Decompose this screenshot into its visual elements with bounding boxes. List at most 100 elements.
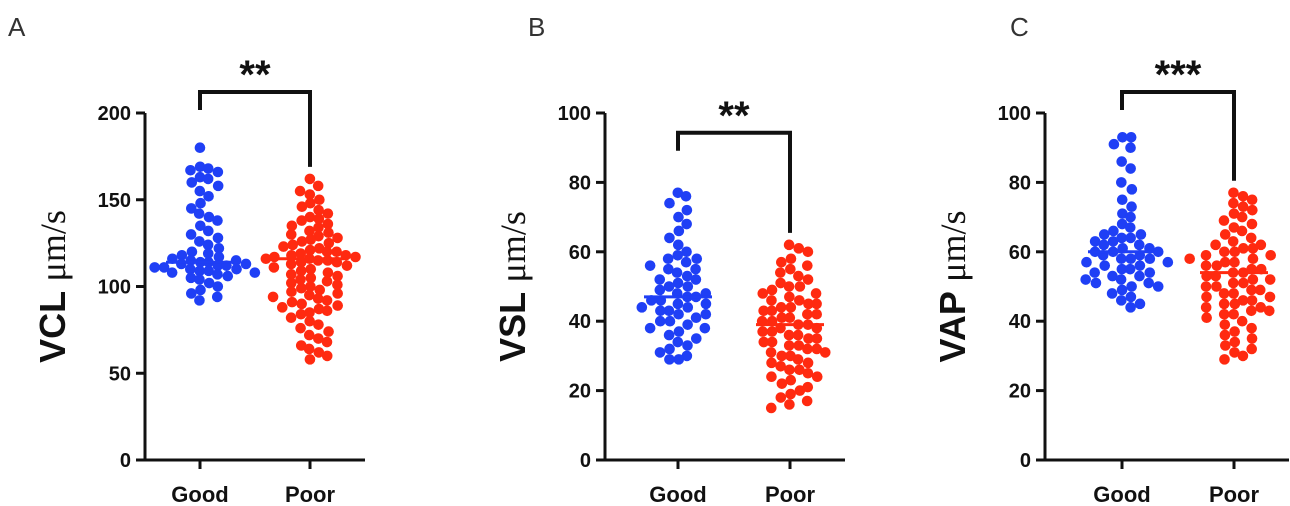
data-point-poor [312, 255, 324, 266]
data-point-good [655, 305, 666, 317]
data-point-good [185, 272, 197, 284]
data-point-poor [1237, 295, 1249, 306]
data-point-poor [313, 204, 324, 216]
y-axis-label-main: VAP [932, 282, 973, 363]
data-point-good [1116, 177, 1127, 188]
panel-letter: B [528, 12, 545, 42]
data-point-poor [314, 284, 326, 296]
data-point-poor [304, 173, 316, 185]
data-point-poor [1247, 204, 1258, 216]
data-point-poor [278, 241, 289, 252]
data-point-good [1116, 194, 1128, 206]
data-point-good [1125, 302, 1136, 313]
data-point-good [691, 333, 702, 344]
data-point-poor [304, 289, 315, 301]
data-point-poor [785, 253, 797, 265]
data-point-good [212, 166, 224, 178]
y-tick-label: 40 [569, 311, 591, 333]
data-point-good [185, 229, 197, 240]
data-point-poor [811, 371, 823, 383]
data-point-poor [285, 312, 297, 324]
data-point-good [1090, 277, 1102, 289]
data-point-good [1108, 225, 1119, 237]
data-point-poor [323, 326, 334, 337]
data-point-poor [776, 312, 788, 324]
significance-label: ** [239, 53, 271, 97]
data-point-good [681, 270, 693, 282]
data-point-poor [304, 197, 316, 209]
data-point-poor [323, 237, 335, 249]
data-point-poor [287, 239, 299, 251]
data-point-good [664, 315, 676, 327]
data-point-good [681, 350, 693, 362]
data-point-good [194, 185, 206, 197]
data-point-good [194, 274, 205, 285]
data-point-good [186, 177, 198, 188]
data-point-good [1098, 239, 1110, 251]
data-point-poor [285, 229, 297, 240]
data-point-poor [1245, 305, 1257, 317]
data-point-poor [1246, 333, 1258, 344]
data-point-poor [1238, 277, 1249, 289]
data-point-poor [1219, 319, 1231, 330]
data-point-poor [1218, 298, 1230, 310]
data-point-poor [1264, 291, 1276, 303]
significance-label: *** [1155, 53, 1202, 97]
data-point-poor [1229, 298, 1241, 310]
data-point-poor [1246, 194, 1258, 206]
data-point-poor [1218, 308, 1230, 320]
data-point-poor [304, 211, 316, 223]
data-point-good [663, 329, 675, 341]
data-point-poor [1264, 274, 1276, 285]
data-point-good [644, 322, 656, 334]
data-point-good [664, 232, 675, 244]
data-point-poor [1228, 308, 1239, 320]
data-point-good [1089, 236, 1101, 247]
data-point-good [644, 260, 656, 271]
data-point-poor [1247, 274, 1259, 285]
data-point-poor [1246, 322, 1257, 334]
significance-label: ** [718, 94, 750, 138]
data-point-good [1134, 270, 1145, 282]
data-point-poor [766, 305, 778, 317]
data-point-poor [775, 267, 786, 278]
y-axis-label: VAP μm/s [932, 210, 973, 362]
data-point-good [672, 187, 684, 199]
y-axis-label-unit: μm/s [493, 211, 533, 282]
data-point-poor [1246, 295, 1258, 306]
data-point-poor [268, 262, 280, 273]
data-point-poor [303, 343, 315, 355]
data-point-good [212, 180, 224, 192]
data-point-poor [304, 225, 315, 237]
data-point-good [1125, 131, 1137, 143]
data-point-good [673, 326, 685, 337]
data-point-poor [1211, 260, 1223, 271]
data-point-poor [1237, 190, 1249, 202]
y-tick-label: 20 [1009, 381, 1031, 403]
panel-B: B 0 20 40 60 80 100 Good Poor VSL μm/s ** [492, 12, 845, 506]
x-tick-label: Good [1093, 482, 1150, 506]
data-point-poor [305, 281, 316, 292]
data-point-good [1116, 218, 1128, 230]
data-point-poor [1227, 236, 1239, 247]
data-point-poor [304, 244, 316, 256]
data-point-good [1099, 260, 1111, 271]
data-point-poor [1218, 288, 1230, 299]
data-point-poor [784, 291, 795, 303]
data-point-poor [802, 246, 814, 258]
data-point-good [149, 262, 160, 273]
y-tick-label: 150 [98, 190, 131, 212]
data-point-poor [295, 322, 306, 334]
data-point-poor [794, 295, 805, 306]
data-point-poor [1246, 284, 1257, 296]
data-point-poor [1200, 281, 1212, 292]
data-point-poor [294, 185, 306, 197]
y-axis-label-main: VSL [492, 282, 533, 361]
data-point-poor [1229, 326, 1240, 337]
data-point-good [700, 298, 712, 310]
data-point-good [1124, 222, 1136, 233]
data-point-poor [775, 302, 787, 313]
data-point-good [681, 204, 693, 216]
data-point-poor [783, 281, 795, 292]
